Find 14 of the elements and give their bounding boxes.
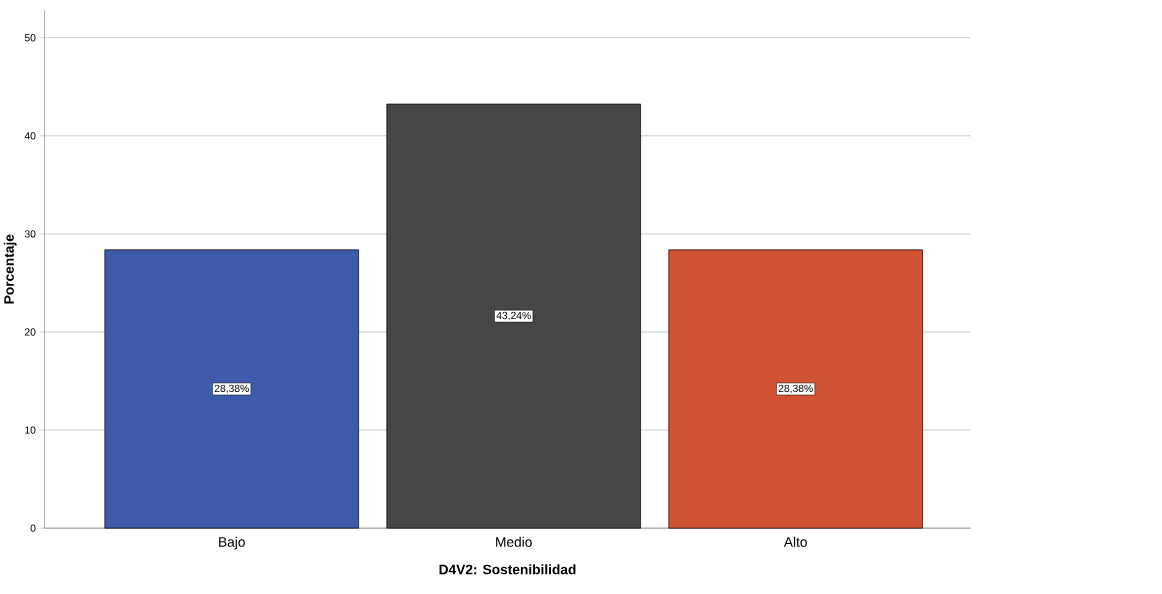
y-tick-label: 50 — [24, 34, 36, 42]
y-tick-label: 10 — [25, 426, 36, 434]
y-tick-label: 0 — [30, 524, 36, 532]
y-tick-label: 40 — [24, 132, 36, 140]
x-tick-label: Alto — [783, 536, 807, 547]
y-axis-title: Porcentaje — [3, 234, 17, 304]
data-label: 28,38% — [214, 384, 249, 394]
y-tick-label: 30 — [24, 230, 36, 238]
y-tick-label: 20 — [24, 328, 36, 336]
data-label: 28,38% — [778, 384, 813, 394]
data-label: 43,24% — [496, 311, 531, 321]
x-axis-title: D4V2: Sostenibilidad — [439, 564, 576, 575]
x-tick-label: Medio — [496, 536, 532, 547]
x-tick-label: Bajo — [219, 536, 245, 550]
